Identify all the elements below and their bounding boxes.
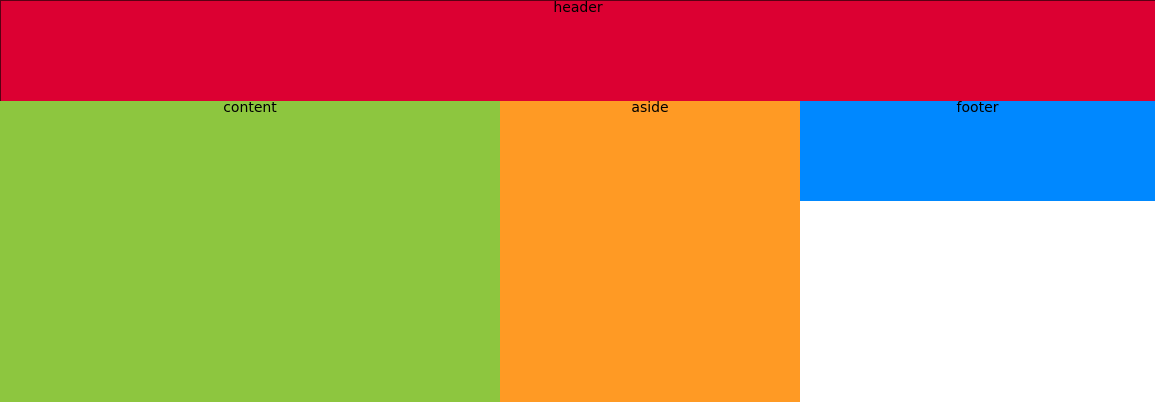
- aside-label: aside: [631, 100, 669, 116]
- header-label: header: [553, 0, 603, 16]
- aside-region: aside: [500, 101, 800, 402]
- header-region: header: [0, 0, 1155, 101]
- content-label: content: [223, 100, 277, 116]
- content-region: content: [0, 101, 500, 402]
- footer-label: footer: [956, 100, 999, 116]
- footer-region: footer: [800, 101, 1155, 201]
